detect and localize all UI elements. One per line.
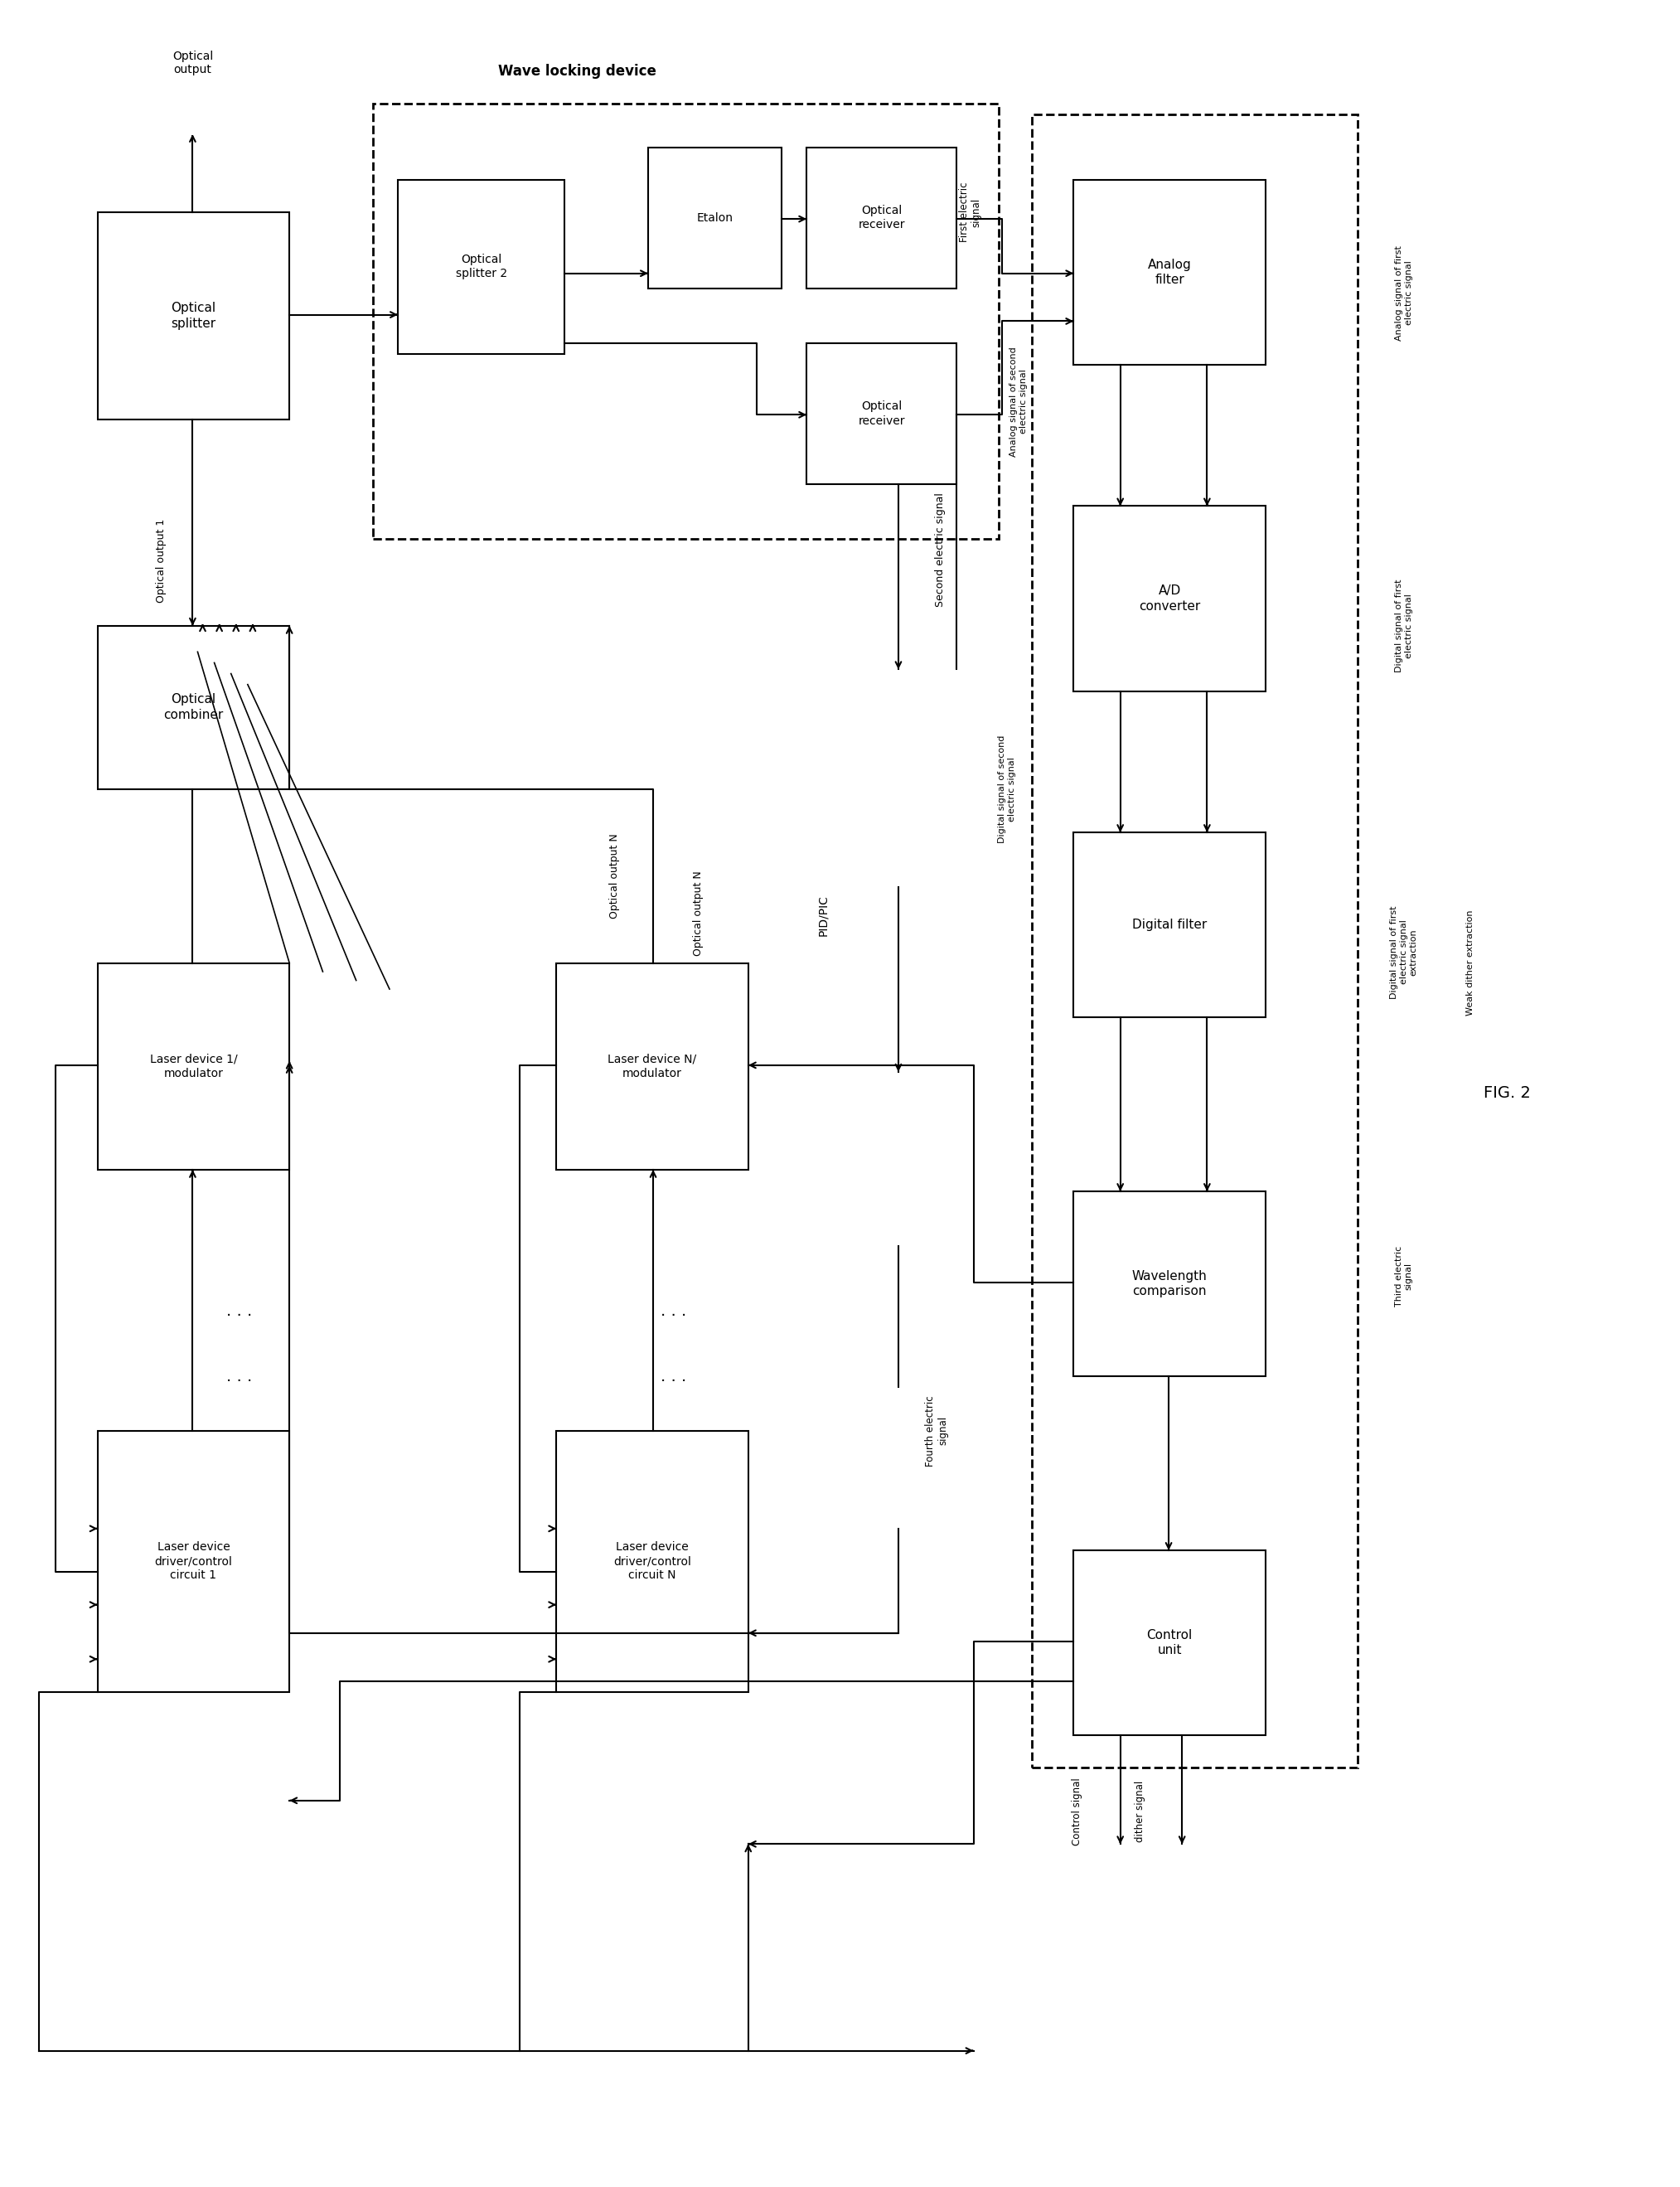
Text: Etalon: Etalon: [697, 212, 732, 223]
Text: Wave locking device: Wave locking device: [497, 63, 657, 79]
Bar: [1074, 505, 1265, 691]
Text: Digital signal of first
electric signal: Digital signal of first electric signal: [1394, 580, 1413, 671]
Text: Optical
splitter: Optical splitter: [171, 302, 217, 330]
Text: Optical
splitter 2: Optical splitter 2: [455, 254, 507, 280]
Text: Laser device
driver/control
circuit 1: Laser device driver/control circuit 1: [155, 1542, 232, 1581]
Text: Analog signal of first
electric signal: Analog signal of first electric signal: [1394, 245, 1413, 341]
Bar: [1074, 1192, 1265, 1376]
Text: Digital signal of second
electric signal: Digital signal of second electric signal: [998, 735, 1016, 842]
Text: Optical
combiner: Optical combiner: [163, 693, 223, 722]
Bar: [806, 343, 958, 483]
Text: Optical
receiver: Optical receiver: [858, 206, 906, 232]
Text: Laser device N/
modulator: Laser device N/ modulator: [608, 1054, 697, 1078]
Bar: [806, 147, 958, 289]
Text: Laser device 1/
modulator: Laser device 1/ modulator: [150, 1054, 237, 1078]
Text: Digital signal of first
electric signal
extraction: Digital signal of first electric signal …: [1389, 905, 1418, 999]
Text: . . .: . . .: [227, 1369, 252, 1384]
Bar: [398, 179, 564, 354]
Text: Control signal: Control signal: [1072, 1778, 1082, 1846]
Text: Wavelength
comparison: Wavelength comparison: [1132, 1271, 1208, 1297]
Text: dither signal: dither signal: [1136, 1780, 1146, 1841]
Text: Fourth electric
signal: Fourth electric signal: [926, 1395, 949, 1465]
Bar: [648, 147, 781, 289]
Bar: [1074, 833, 1265, 1017]
Text: Control
unit: Control unit: [1147, 1629, 1193, 1658]
Text: Optical
receiver: Optical receiver: [858, 400, 906, 426]
Bar: [97, 625, 289, 790]
Text: FIG. 2: FIG. 2: [1483, 1085, 1530, 1102]
Bar: [556, 962, 748, 1170]
Bar: [373, 103, 998, 538]
Bar: [97, 962, 289, 1170]
Text: Analog
filter: Analog filter: [1147, 258, 1191, 286]
Text: PID/PIC: PID/PIC: [818, 894, 830, 936]
Bar: [1032, 114, 1357, 1767]
Text: A/D
converter: A/D converter: [1139, 584, 1200, 612]
Text: . . .: . . .: [660, 1369, 685, 1384]
Text: Analog signal of second
electric signal: Analog signal of second electric signal: [1010, 348, 1028, 457]
Bar: [97, 1430, 289, 1693]
Text: Laser device
driver/control
circuit N: Laser device driver/control circuit N: [613, 1542, 690, 1581]
Text: Optical output N: Optical output N: [692, 870, 704, 956]
Bar: [1074, 1551, 1265, 1734]
Text: Weak dither extraction: Weak dither extraction: [1467, 910, 1475, 1015]
Text: Second electric signal: Second electric signal: [934, 492, 946, 606]
Text: Optical output N: Optical output N: [610, 833, 620, 919]
Text: . . .: . . .: [660, 1303, 685, 1319]
Bar: [556, 1430, 748, 1693]
Bar: [97, 212, 289, 420]
Text: Third electric
signal: Third electric signal: [1394, 1247, 1413, 1306]
Text: . . .: . . .: [227, 1303, 252, 1319]
Bar: [1074, 179, 1265, 365]
Text: Digital filter: Digital filter: [1132, 919, 1206, 932]
Text: First electric
signal: First electric signal: [959, 182, 981, 243]
Text: Optical output 1: Optical output 1: [156, 518, 166, 601]
Text: Optical
output: Optical output: [173, 50, 213, 74]
